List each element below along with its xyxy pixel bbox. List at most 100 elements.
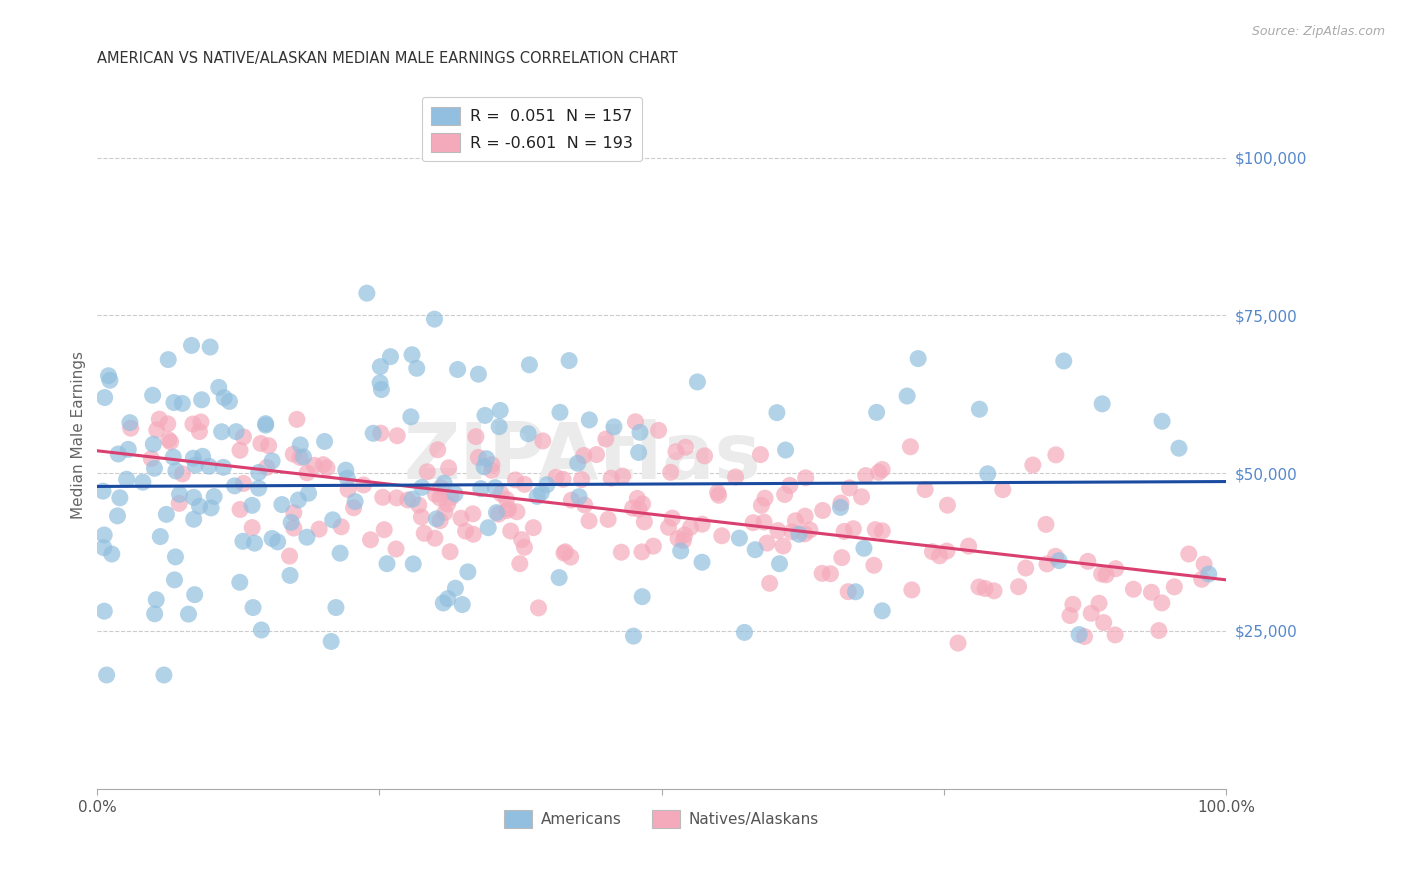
Point	[183, 491, 205, 505]
Point	[399, 409, 422, 424]
Point	[811, 566, 834, 581]
Point	[188, 425, 211, 439]
Point	[370, 383, 392, 397]
Point	[385, 491, 408, 505]
Point	[598, 512, 620, 526]
Point	[425, 512, 447, 526]
Point	[232, 430, 254, 444]
Point	[437, 460, 460, 475]
Point	[1073, 630, 1095, 644]
Point	[232, 534, 254, 549]
Point	[872, 524, 894, 538]
Point	[852, 541, 875, 556]
Point	[159, 434, 181, 449]
Point	[870, 462, 893, 476]
Point	[181, 417, 204, 431]
Point	[290, 438, 312, 452]
Point	[628, 502, 651, 516]
Point	[633, 515, 655, 529]
Point	[690, 517, 713, 532]
Point	[437, 591, 460, 606]
Point	[1053, 354, 1076, 368]
Point	[370, 359, 392, 374]
Point	[666, 532, 689, 546]
Point	[413, 526, 436, 541]
Point	[1177, 547, 1199, 561]
Point	[224, 479, 246, 493]
Point	[440, 491, 463, 505]
Point	[325, 600, 347, 615]
Point	[212, 460, 235, 475]
Point	[526, 489, 548, 503]
Point	[368, 376, 391, 390]
Point	[752, 515, 775, 529]
Point	[457, 565, 479, 579]
Point	[153, 668, 176, 682]
Point	[163, 395, 186, 409]
Point	[568, 490, 591, 504]
Point	[229, 575, 252, 590]
Point	[756, 536, 779, 550]
Point	[143, 461, 166, 475]
Point	[405, 361, 427, 376]
Point	[467, 450, 489, 465]
Point	[794, 471, 817, 485]
Point	[254, 418, 277, 433]
Point	[93, 391, 115, 405]
Point	[1167, 441, 1189, 455]
Point	[811, 503, 834, 517]
Point	[145, 423, 167, 437]
Point	[243, 536, 266, 550]
Point	[218, 394, 240, 409]
Point	[865, 405, 887, 419]
Point	[553, 546, 575, 560]
Point	[297, 486, 319, 500]
Point	[595, 432, 617, 446]
Point	[373, 523, 395, 537]
Point	[603, 420, 626, 434]
Point	[707, 488, 730, 502]
Point	[361, 426, 384, 441]
Point	[295, 530, 318, 544]
Point	[200, 500, 222, 515]
Point	[517, 426, 540, 441]
Point	[191, 450, 214, 464]
Point	[728, 531, 751, 545]
Point	[165, 464, 187, 478]
Point	[1104, 628, 1126, 642]
Legend: Americans, Natives/Alaskans: Americans, Natives/Alaskans	[498, 804, 825, 834]
Point	[544, 470, 567, 484]
Point	[162, 450, 184, 464]
Point	[229, 443, 252, 458]
Point	[481, 463, 503, 477]
Point	[1105, 562, 1128, 576]
Point	[481, 458, 503, 472]
Point	[278, 568, 301, 582]
Point	[240, 521, 263, 535]
Text: AMERICAN VS NATIVE/ALASKAN MEDIAN MALE EARNINGS CORRELATION CHART: AMERICAN VS NATIVE/ALASKAN MEDIAN MALE E…	[97, 51, 678, 66]
Point	[530, 485, 553, 500]
Point	[1140, 585, 1163, 599]
Point	[208, 380, 231, 394]
Point	[578, 413, 600, 427]
Point	[900, 440, 922, 454]
Point	[283, 447, 305, 461]
Point	[758, 576, 780, 591]
Point	[506, 505, 529, 519]
Point	[270, 498, 292, 512]
Point	[851, 490, 873, 504]
Point	[225, 425, 247, 439]
Point	[686, 375, 709, 389]
Point	[280, 516, 302, 530]
Point	[450, 511, 472, 525]
Point	[120, 421, 142, 435]
Point	[385, 428, 408, 442]
Point	[733, 625, 755, 640]
Point	[766, 406, 789, 420]
Point	[464, 429, 486, 443]
Point	[321, 634, 343, 648]
Point	[232, 476, 254, 491]
Point	[117, 442, 139, 457]
Point	[749, 448, 772, 462]
Point	[249, 436, 271, 450]
